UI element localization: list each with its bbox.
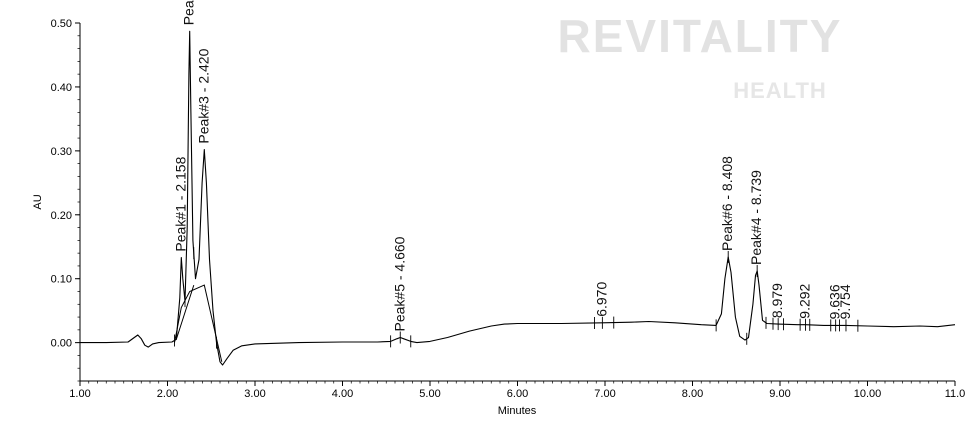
x-tick-label: 5.00: [419, 388, 440, 400]
x-tick-label: 11.0: [945, 388, 966, 400]
y-tick-label: 0.50: [51, 18, 72, 30]
trace-group: [80, 30, 956, 366]
x-tick-label: 3.00: [244, 388, 265, 400]
y-tick-label: 0.40: [51, 82, 72, 94]
y-tick-label: 0.00: [51, 338, 72, 350]
watermark-sub: HEALTH: [733, 78, 827, 103]
integration-baseline: [175, 284, 195, 340]
peak-label: Peak#2 - 2.254: [181, 0, 197, 25]
x-axis-label: Minutes: [498, 405, 537, 417]
peak-label: Peak#5 - 4.660: [391, 236, 407, 331]
y-tick-label: 0.10: [51, 274, 72, 286]
x-tick-label: 1.00: [69, 388, 90, 400]
x-tick-label: 2.00: [157, 388, 178, 400]
peak-label: 6.970: [593, 282, 609, 317]
peak-label: Peak#1 - 2.158: [172, 156, 188, 251]
x-tick-label: 8.00: [682, 388, 703, 400]
x-tick-label: 7.00: [594, 388, 615, 400]
peak-labels: Peak#1 - 2.158 Peak#2 - 2.254 Peak#3 - 2.4…: [172, 0, 853, 332]
peak-label: 9.292: [797, 283, 813, 318]
peak-label: Peak#4 - 8.739: [748, 170, 764, 265]
y-axis-label: AU: [32, 194, 44, 209]
y-tick-label: 0.30: [51, 146, 72, 158]
axes: 1.00 2.00 3.00 4.00 5.00 6.00 7.00 8.00 9.00 10.0…: [51, 18, 966, 400]
peak-label: 9.754: [837, 284, 853, 319]
x-tick-label: 9.00: [769, 388, 790, 400]
watermark-brand: REVITALITY: [558, 10, 843, 62]
baselines: [174, 284, 223, 362]
x-tick-label: 4.00: [332, 388, 353, 400]
y-tick-label: 0.20: [51, 210, 72, 222]
integration-baseline: [174, 284, 223, 362]
peak-label: 9.636: [827, 284, 843, 319]
peak-label: Peak#6 - 8.408: [719, 156, 735, 251]
watermark: REVITALITY HEALTH: [558, 10, 843, 103]
chromatogram-trace: [80, 30, 956, 366]
x-tick-label: 6.00: [507, 388, 528, 400]
peak-label: Peak#3 - 2.420: [195, 48, 211, 143]
x-tick-label: 10.00: [854, 388, 882, 400]
peak-label: 8.979: [769, 283, 785, 318]
